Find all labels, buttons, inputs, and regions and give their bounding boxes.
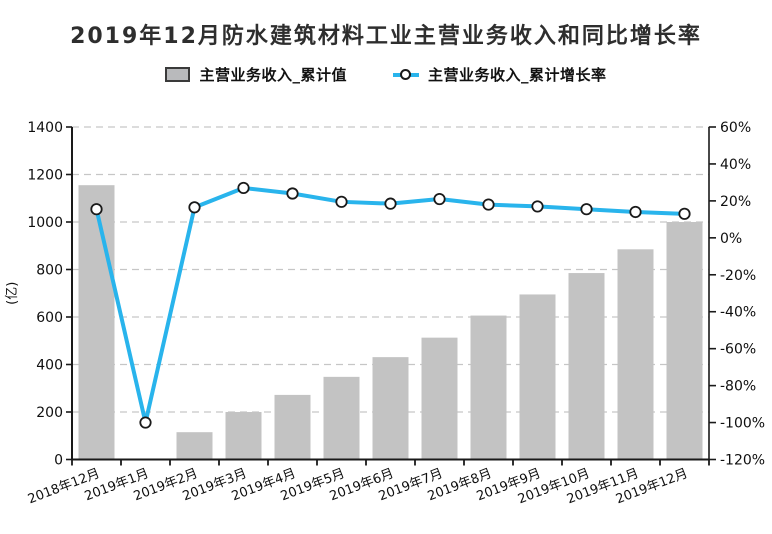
bar-2019年11月 xyxy=(617,249,654,460)
chart-legend: 主营业务收入_累计值 主营业务收入_累计增长率 xyxy=(0,64,772,85)
bar-2019年3月 xyxy=(225,412,262,460)
line-marker-2019年10月 xyxy=(580,203,593,216)
bar-2019年8月 xyxy=(470,315,507,460)
line-marker-2019年4月 xyxy=(286,187,299,200)
line-marker-2019年5月 xyxy=(335,195,348,208)
left-axis-tick-label: 0 xyxy=(54,453,63,469)
legend-label-revenue: 主营业务收入_累计值 xyxy=(199,66,347,84)
line-marker-2019年8月 xyxy=(482,198,495,211)
bar-2019年6月 xyxy=(372,357,409,460)
line-swatch-dot xyxy=(400,69,411,80)
bar-2019年4月 xyxy=(274,394,311,460)
line-marker-2019年2月 xyxy=(188,201,201,214)
right-axis-tick-label: -60% xyxy=(720,342,756,358)
right-axis-tick-label: 20% xyxy=(720,194,751,210)
left-axis-tick-label: 1400 xyxy=(27,120,63,136)
left-axis-tick-label: 1200 xyxy=(27,168,63,184)
right-axis-tick-label: 60% xyxy=(720,120,751,136)
bar-2019年10月 xyxy=(568,273,605,460)
line-marker-2019年9月 xyxy=(531,200,544,213)
bar-2019年5月 xyxy=(323,376,360,460)
line-marker-2018年12月 xyxy=(90,203,103,216)
line-marker-2019年1月 xyxy=(139,416,152,429)
right-axis-tick-label: 0% xyxy=(720,231,742,247)
right-axis-tick-label: -20% xyxy=(720,268,756,284)
left-axis-tick-label: 400 xyxy=(36,358,63,374)
left-axis-tick-label: 800 xyxy=(36,263,63,279)
right-axis-tick-label: -100% xyxy=(720,416,765,432)
right-axis-tick-label: -40% xyxy=(720,305,756,321)
right-axis-tick-label: 40% xyxy=(720,157,751,173)
bar-2019年2月 xyxy=(176,432,213,460)
line-marker-2019年11月 xyxy=(629,205,642,219)
bar-2019年9月 xyxy=(519,294,556,460)
line-marker-2019年12月 xyxy=(678,207,691,220)
right-axis-tick-label: -80% xyxy=(720,379,756,395)
line-marker-2019年6月 xyxy=(384,197,397,210)
chart-title: 2019年12月防水建筑材料工业主营业务收入和同比增长率 xyxy=(70,24,702,49)
left-axis-tick-label: 200 xyxy=(36,405,63,421)
legend-label-growth: 主营业务收入_累计增长率 xyxy=(428,66,607,84)
bar-2019年7月 xyxy=(421,337,458,460)
bar-2019年12月 xyxy=(666,222,703,460)
bar-swatch-icon xyxy=(165,67,191,82)
line-marker-2019年3月 xyxy=(237,181,250,195)
left-axis-tick-label: 600 xyxy=(36,310,63,326)
legend-item-revenue: 主营业务收入_累计值 xyxy=(165,64,347,85)
line-marker-swatch-icon xyxy=(393,68,419,81)
bar-2018年12月 xyxy=(78,185,115,460)
line-marker-2019年7月 xyxy=(433,192,446,206)
left-axis-title: (亿) xyxy=(5,282,20,305)
left-axis-tick-label: 1000 xyxy=(27,215,63,231)
legend-item-growth: 主营业务收入_累计增长率 xyxy=(393,64,607,85)
right-axis-tick-label: -120% xyxy=(720,453,765,469)
